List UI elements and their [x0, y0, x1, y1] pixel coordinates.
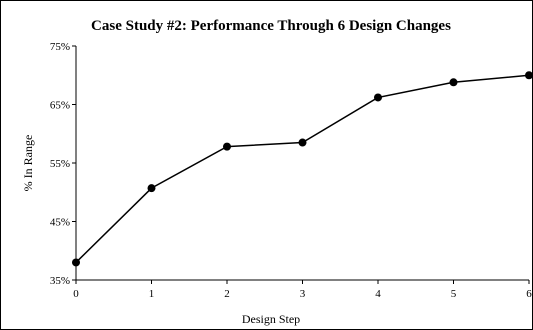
data-point — [72, 258, 80, 267]
chart-title: Case Study #2: Performance Through 6 Des… — [91, 18, 451, 34]
data-point — [298, 138, 307, 147]
x-tick-label: 4 — [375, 288, 381, 300]
series-line — [75, 74, 530, 263]
data-point — [449, 78, 458, 87]
data-point — [147, 184, 156, 193]
y-axis-ticks: 35% 45% 55% 65% 75% — [50, 41, 76, 287]
y-tick-label: 55% — [50, 158, 70, 170]
data-point — [223, 142, 231, 151]
y-tick-label: 35% — [50, 275, 70, 287]
x-tick-label: 3 — [300, 288, 306, 300]
x-axis-title: Design Step — [242, 312, 300, 326]
x-tick-label: 6 — [526, 288, 532, 300]
y-tick-label: 45% — [50, 217, 70, 229]
x-tick-label: 5 — [451, 288, 457, 300]
x-tick-label: 0 — [73, 288, 79, 300]
x-tick-label: 1 — [149, 288, 155, 300]
data-point — [525, 71, 532, 80]
data-point — [374, 93, 382, 102]
series-group — [72, 71, 532, 267]
y-axis-title: % In Range — [21, 135, 35, 192]
x-tick-label: 2 — [224, 288, 230, 300]
y-tick-label: 75% — [50, 41, 70, 53]
y-tick-label: 65% — [50, 100, 70, 112]
x-axis-ticks: 0 1 2 3 4 5 6 — [73, 280, 532, 300]
